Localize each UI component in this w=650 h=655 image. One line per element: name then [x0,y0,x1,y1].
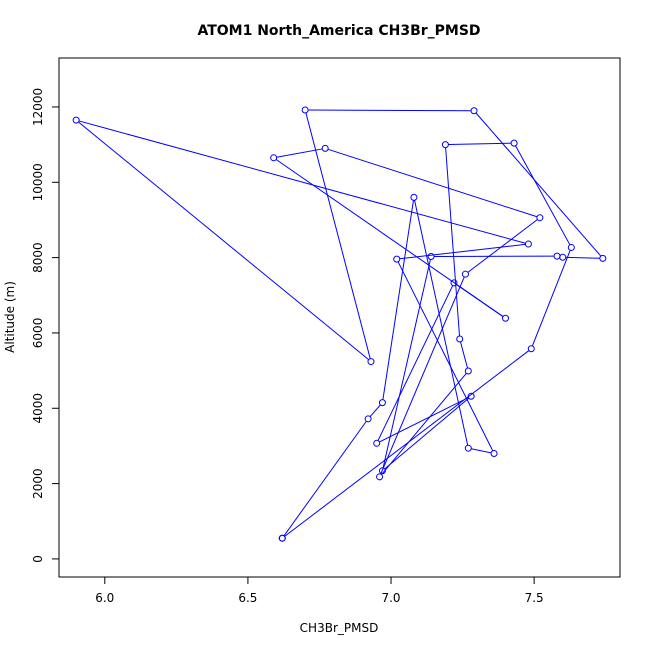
y-tick-label: 0 [31,555,45,563]
y-tick-label: 2000 [31,468,45,499]
y-tick-label: 12000 [31,88,45,126]
chart-title: ATOM1 North_America CH3Br_PMSD [197,23,480,39]
x-tick-label: 6.0 [95,591,114,605]
y-axis-label: Altitude (m) [3,281,17,353]
x-tick-label: 6.5 [238,591,257,605]
y-tick-label: 8000 [31,242,45,273]
x-tick-label: 7.0 [381,591,400,605]
y-tick-label: 10000 [31,163,45,201]
y-tick-label: 4000 [31,393,45,424]
x-tick-label: 7.5 [525,591,544,605]
x-axis-label: CH3Br_PMSD [300,621,379,635]
y-tick-label: 6000 [31,318,45,349]
